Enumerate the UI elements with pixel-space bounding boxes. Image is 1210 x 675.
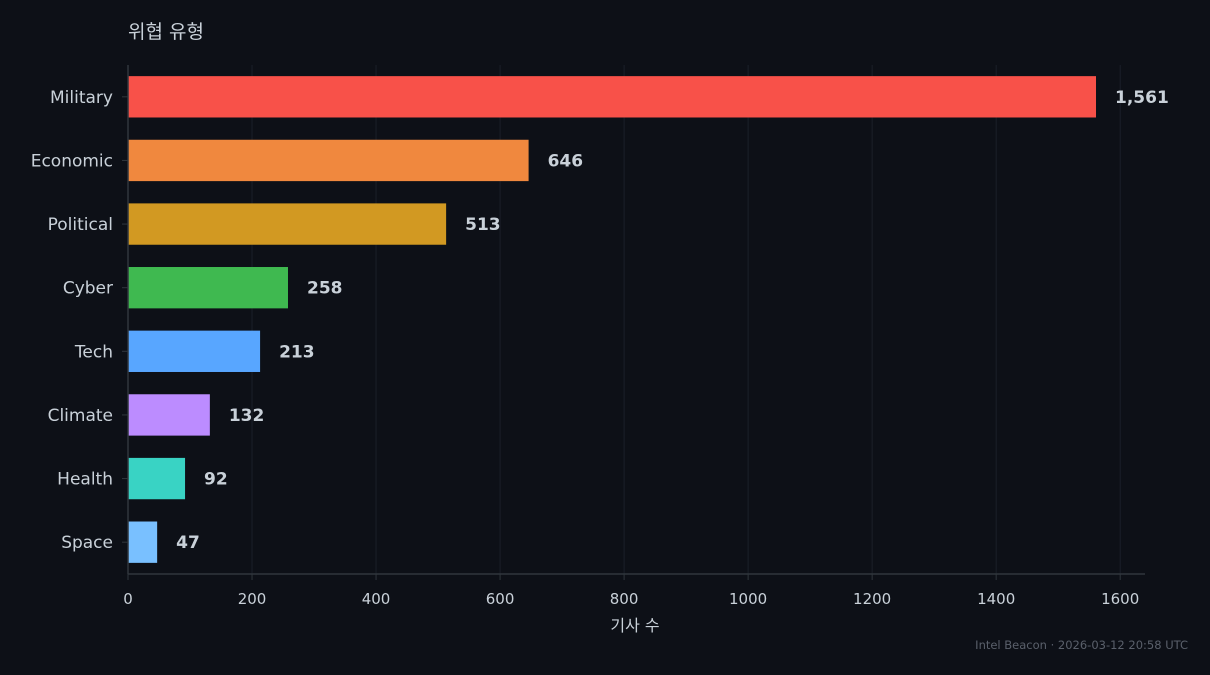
value-label: 1,561 [1115, 88, 1169, 108]
labels: 0 200 400 600 800 1000 1200 1400 1600 Military 1,5… [31, 88, 1169, 608]
category-label: Military [50, 88, 113, 108]
chart-title: 위협 유형 [128, 21, 204, 43]
bar-economic [128, 139, 529, 182]
bars [128, 76, 1097, 563]
value-label: 646 [548, 151, 584, 171]
footer-credit: Intel Beacon · 2026-03-12 20:58 UTC [975, 638, 1188, 652]
x-tick-label: 1000 [729, 590, 767, 608]
x-tick-label: 800 [610, 590, 639, 608]
value-label: 47 [176, 533, 200, 553]
x-tick-label: 400 [362, 590, 391, 608]
category-label: Tech [74, 342, 113, 362]
category-label: Cyber [63, 279, 113, 299]
category-label: Climate [48, 406, 113, 426]
value-label: 92 [204, 470, 228, 490]
category-label: Space [61, 533, 113, 553]
bar-climate [128, 394, 210, 436]
value-label: 213 [279, 342, 315, 362]
category-label: Health [57, 470, 113, 490]
x-tick-label: 1200 [853, 590, 891, 608]
value-label: 258 [307, 279, 343, 299]
bar-political [128, 203, 447, 245]
bar-cyber [128, 267, 288, 309]
value-label: 132 [229, 406, 264, 426]
category-label: Economic [31, 151, 113, 171]
bar-tech [128, 330, 261, 372]
bar-space [128, 521, 158, 563]
x-tick-label: 1400 [977, 590, 1015, 608]
bar-military [128, 76, 1097, 118]
axes [122, 65, 1145, 580]
x-axis-label: 기사 수 [610, 616, 659, 635]
value-label: 513 [465, 215, 501, 235]
x-tick-label: 1600 [1101, 590, 1139, 608]
bar-health [128, 457, 186, 500]
x-tick-label: 0 [123, 590, 133, 608]
x-tick-label: 600 [486, 590, 515, 608]
x-tick-label: 200 [238, 590, 267, 608]
category-label: Political [48, 215, 113, 235]
